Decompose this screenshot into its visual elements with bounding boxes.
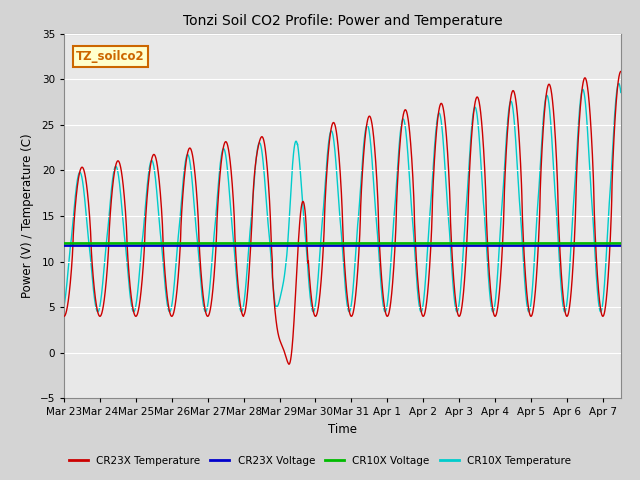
Legend: CR23X Temperature, CR23X Voltage, CR10X Voltage, CR10X Temperature: CR23X Temperature, CR23X Voltage, CR10X … — [65, 452, 575, 470]
Text: TZ_soilco2: TZ_soilco2 — [76, 50, 145, 63]
X-axis label: Time: Time — [328, 423, 357, 436]
Title: Tonzi Soil CO2 Profile: Power and Temperature: Tonzi Soil CO2 Profile: Power and Temper… — [182, 14, 502, 28]
Y-axis label: Power (V) / Temperature (C): Power (V) / Temperature (C) — [21, 134, 34, 298]
